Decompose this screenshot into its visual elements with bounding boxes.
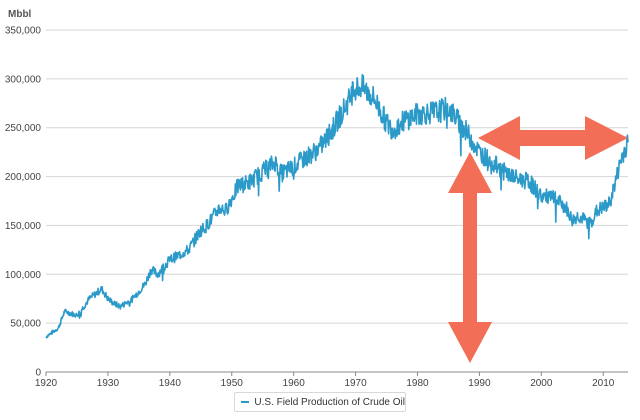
legend-label: U.S. Field Production of Crude Oil [254,396,405,408]
x-tick-label: 1920 [35,378,58,389]
y-axis-ticks: 0 50,000 100,000 150,000 200,000 250,000 300,0… [5,26,42,379]
y-tick-label: 0 [35,368,41,379]
x-tick-label: 1990 [468,378,491,389]
x-tick-label: 1950 [221,378,244,389]
x-tick-label: 1940 [159,378,182,389]
x-tick-label: 1970 [344,378,367,389]
x-tick-label: 1980 [406,378,429,389]
x-tick-label: 2010 [592,378,615,389]
y-tick-label: 200,000 [5,172,42,183]
legend: U.S. Field Production of Crude Oil [234,392,406,412]
x-tick-label: 1930 [97,378,120,389]
y-tick-label: 350,000 [5,26,42,37]
horizontal-double-arrow [478,116,628,160]
x-tick-label: 1960 [283,378,306,389]
legend-swatch [241,401,250,403]
y-tick-label: 50,000 [10,319,41,330]
y-tick-label: 150,000 [5,221,42,232]
annotation-arrows [448,116,628,363]
x-axis-ticks: 1920 1930 1940 1950 1960 1970 1980 1990 2000 2010 [35,372,615,389]
y-tick-label: 300,000 [5,74,42,85]
y-tick-label: 100,000 [5,270,42,281]
vertical-double-arrow [448,152,492,363]
y-tick-label: 250,000 [5,123,42,134]
y-axis-unit-label: Mbbl [8,9,32,20]
series-line-us-crude-production [45,73,629,339]
x-tick-label: 2000 [530,378,553,389]
